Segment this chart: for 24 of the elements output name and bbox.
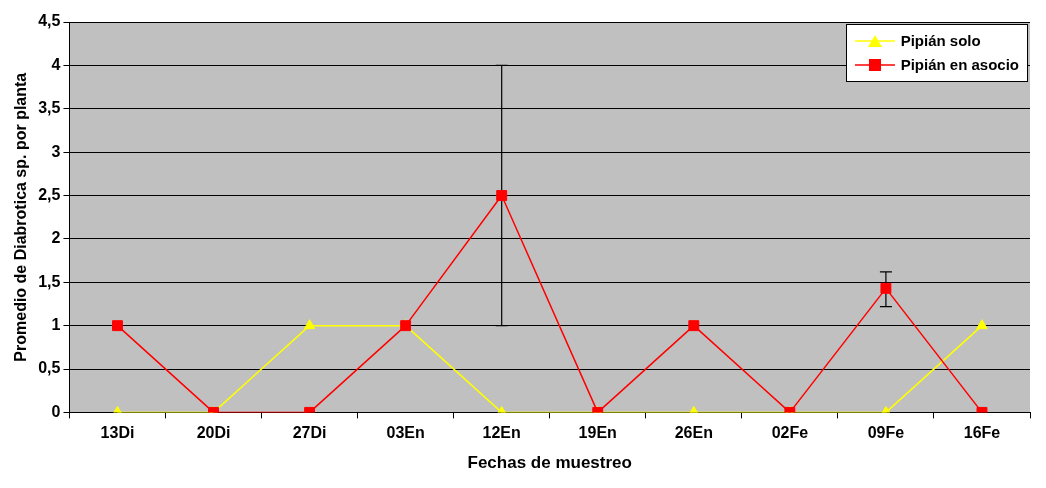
- y-tick-label: 1,5: [38, 272, 61, 290]
- x-tick-label: 19En: [578, 424, 617, 442]
- y-tick-label: 4: [51, 55, 61, 73]
- x-tick-label: 03En: [386, 424, 425, 442]
- y-tick-label: 2: [51, 229, 61, 247]
- x-tick-label: 12En: [482, 424, 521, 442]
- legend-label: Pipián en asocio: [900, 55, 1019, 75]
- x-tick-label: 02Fe: [771, 424, 809, 442]
- y-tick-label: 0: [51, 402, 61, 420]
- y-tick-label: 0,5: [38, 359, 61, 377]
- x-tick-label: 16Fe: [963, 424, 1001, 442]
- y-tick-label: 4,5: [38, 12, 61, 30]
- x-tick-label: 26En: [674, 424, 713, 442]
- x-axis-title: Fechas de muestreo: [467, 453, 632, 473]
- y-tick-label: 3,5: [38, 99, 61, 117]
- y-tick-label: 2,5: [38, 185, 61, 203]
- x-tick-label: 13Di: [100, 424, 135, 442]
- y-axis-title: Promedio de Diabrotica sp. por planta: [12, 72, 30, 362]
- x-tick-label: 09Fe: [867, 424, 905, 442]
- legend-label: Pipián solo: [900, 31, 981, 51]
- x-tick-label: 27Di: [292, 424, 327, 442]
- x-tick-label: 20Di: [196, 424, 231, 442]
- y-tick-label: 3: [51, 142, 61, 160]
- y-tick-label: 1: [51, 316, 61, 334]
